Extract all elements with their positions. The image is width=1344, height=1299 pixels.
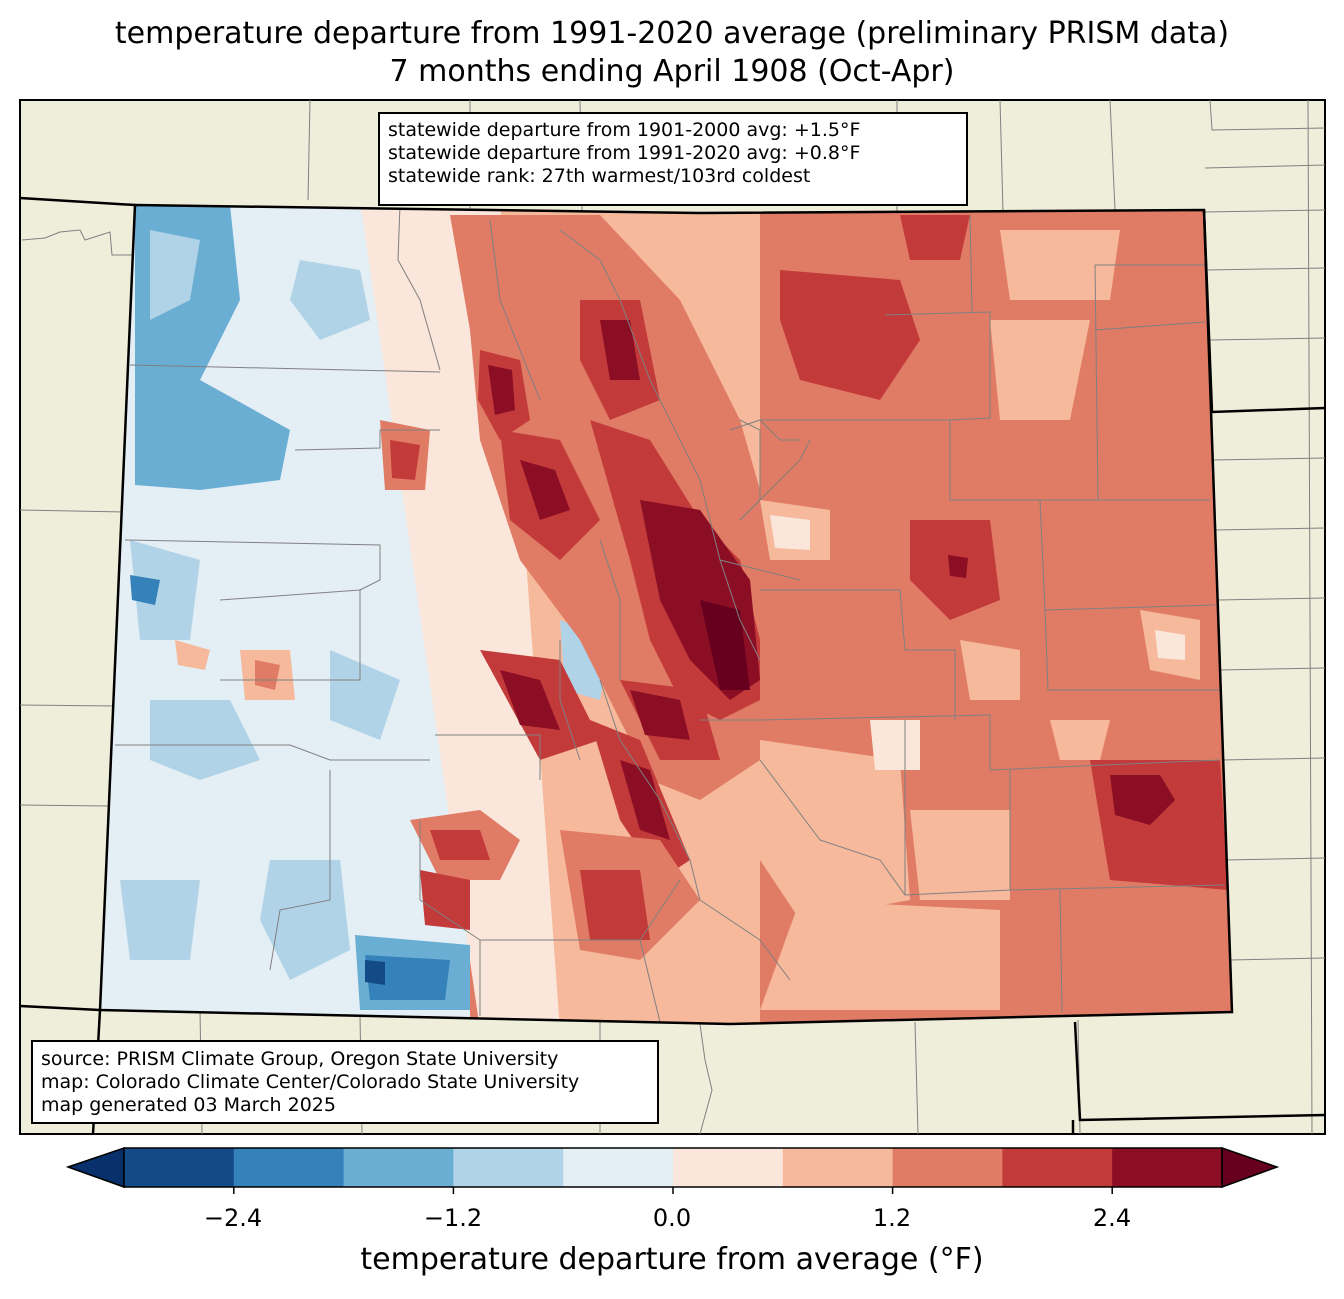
generated-date: map generated 03 March 2025 <box>41 1094 336 1116</box>
colorbar-tick-label: 2.4 <box>1092 1204 1132 1232</box>
source-credits-box: source: PRISM Climate Group, Oregon Stat… <box>31 1040 659 1124</box>
colorbar-bins <box>124 1148 1223 1187</box>
colorbar-bin <box>453 1148 564 1187</box>
source-credit: source: PRISM Climate Group, Oregon Stat… <box>41 1048 559 1070</box>
colorbar-bin <box>782 1148 894 1187</box>
colorbar-tick-label: −1.2 <box>423 1204 483 1232</box>
colorbar-bin <box>892 1148 1003 1187</box>
statewide-stats-box: statewide departure from 1901-2000 avg: … <box>378 112 968 206</box>
colorbar-label: temperature departure from average (°F) <box>360 1242 984 1277</box>
colorbar-bin <box>563 1148 674 1187</box>
stats-rank: statewide rank: 27th warmest/103rd colde… <box>388 165 811 187</box>
stats-departure-1991-2020: statewide departure from 1991-2020 avg: … <box>388 142 861 164</box>
colorbar-bin <box>1002 1148 1113 1187</box>
colorbar-bin <box>343 1148 454 1187</box>
colorbar <box>65 1146 1280 1194</box>
map-credit: map: Colorado Climate Center/Colorado St… <box>41 1071 580 1093</box>
colorbar-bin <box>1112 1148 1223 1187</box>
stats-departure-1901-2000: statewide departure from 1901-2000 avg: … <box>388 119 861 141</box>
colorbar-bin <box>124 1148 235 1187</box>
colorbar-tick-label: 1.2 <box>872 1204 912 1232</box>
map-title-line1: temperature departure from 1991-2020 ave… <box>114 16 1230 51</box>
temperature-departure-field <box>100 205 1232 1024</box>
colorbar-bin <box>673 1148 784 1187</box>
map-title-line2: 7 months ending April 1908 (Oct-Apr) <box>389 54 955 89</box>
colorbar-bin <box>233 1148 345 1187</box>
colorbar-ticks <box>233 1187 1113 1194</box>
colorbar-under-extension <box>65 1146 125 1189</box>
colorbar-tick-label: −2.4 <box>203 1204 263 1232</box>
colorbar-over-extension <box>1221 1146 1280 1189</box>
colorado-county-lines <box>115 205 1226 1023</box>
colorbar-tick-label: 0.0 <box>652 1204 692 1232</box>
